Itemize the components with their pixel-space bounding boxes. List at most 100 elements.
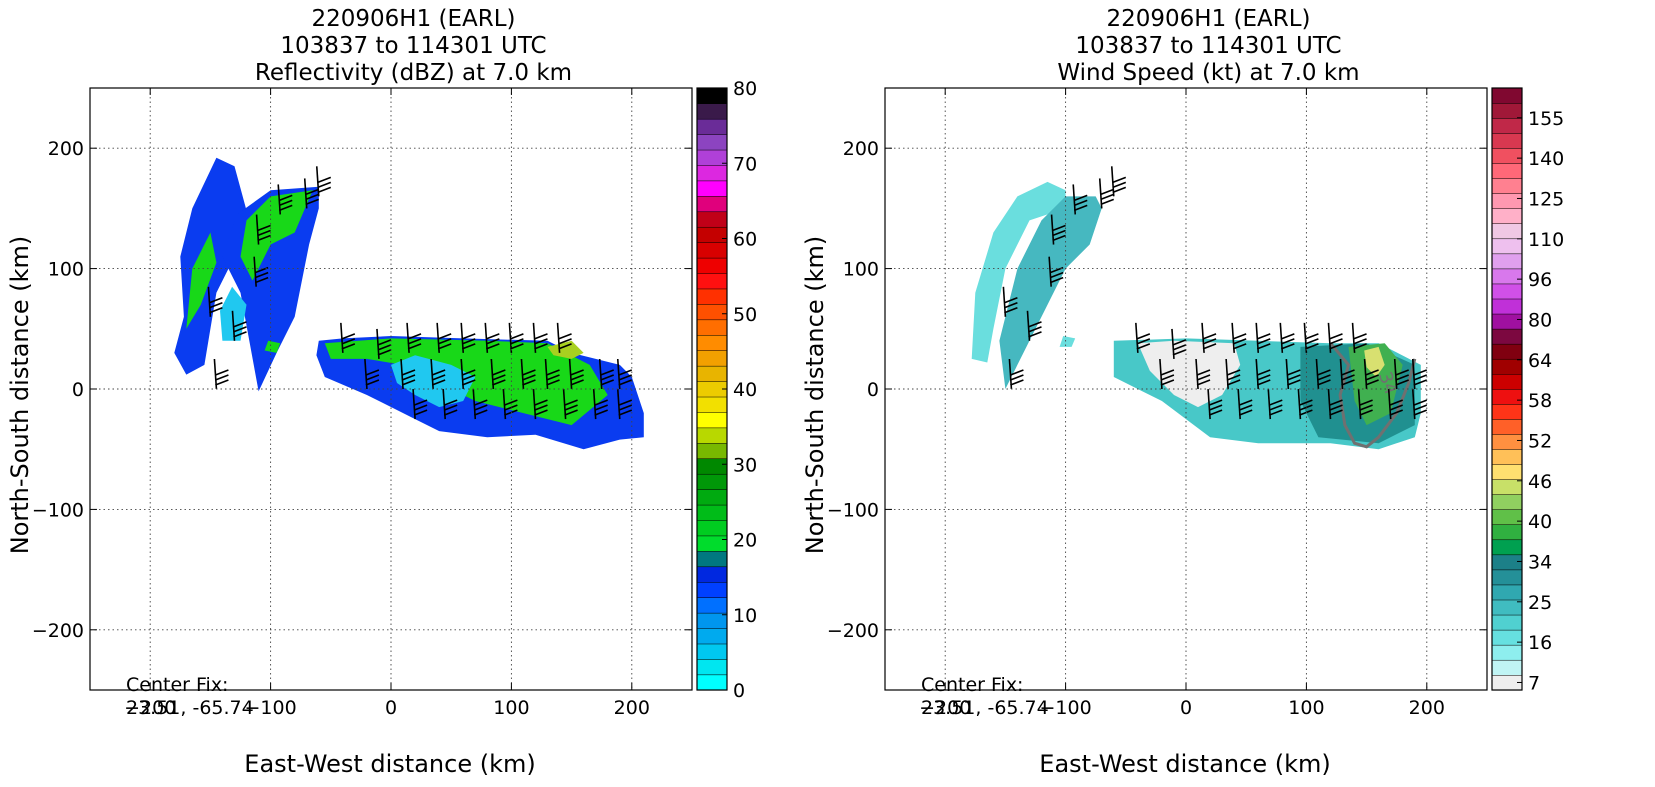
center-fix: Center Fix: 23.51, -65.74 (126, 674, 254, 720)
colorbar-segment (1491, 464, 1523, 480)
colorbar-segment (1491, 388, 1523, 405)
x-tick-label: 0 (1180, 697, 1192, 719)
isolated-cell (1059, 336, 1076, 347)
wind-barb-flag (1238, 404, 1253, 411)
wind-barb-flag (407, 338, 422, 345)
wind-barb-flag (1136, 333, 1151, 340)
wind-barb-flag (473, 409, 488, 416)
wind-barb-flag (570, 379, 584, 386)
nw-band-inner (999, 196, 1102, 389)
wind-barb-flag (1136, 343, 1151, 350)
wind-barb-flag (1004, 297, 1018, 304)
colorbar-segment (696, 350, 728, 367)
wind-barb-flag (1365, 379, 1379, 386)
wind-barb-flag (1238, 409, 1253, 416)
wind-barb-flag (1329, 343, 1343, 350)
wind-barb-flag (257, 234, 271, 242)
wind-barb-flag (1100, 198, 1115, 206)
wind-barb-flag (365, 374, 380, 381)
wind-barb-flag (215, 369, 229, 376)
wind-barb-flag (1202, 343, 1217, 350)
colorbar-segment (1491, 448, 1523, 465)
wind-barb-flag (534, 409, 548, 416)
wind-barb-flag (618, 399, 633, 406)
colorbar-tick-label: 110 (1528, 229, 1564, 251)
wind-barb-flag (1160, 374, 1175, 381)
colorbar-segment (696, 195, 728, 213)
colorbar-segment (1491, 569, 1523, 586)
wind-barb-flag (1395, 369, 1409, 376)
wind-barb-flag (461, 369, 476, 376)
x-tick-label: −100 (1040, 697, 1092, 719)
x-axis-label: East-West distance (km) (244, 750, 536, 778)
colorbar-segment (696, 581, 728, 598)
wind-barb-flag (522, 369, 536, 376)
wind-barb-flag (1341, 369, 1355, 376)
wind-barb-flag (1208, 399, 1223, 406)
colorbar-segment (1491, 539, 1523, 556)
wind-barb-flag (570, 369, 584, 376)
wind-barb-flag (534, 343, 548, 350)
wind-barb-flag (558, 343, 572, 350)
wind-barb-flag (1329, 333, 1343, 340)
colorbar-segment (696, 643, 728, 660)
wind-barb-flag (341, 343, 356, 350)
colorbar-segment (1491, 147, 1523, 164)
colorbar-segment (696, 87, 728, 104)
wind-barb-flag (534, 333, 548, 340)
wind-barb-flag (1196, 379, 1211, 386)
wind-barb-flag (1232, 343, 1247, 350)
wind-barb-flag (534, 399, 548, 406)
wind-barb-flag (377, 349, 392, 356)
wind-barb-flag (1010, 379, 1024, 386)
colorbar-tick-label: 60 (733, 229, 757, 251)
wind-barb-flag (1196, 374, 1211, 381)
wind-barb-flag (594, 399, 608, 406)
x-tick-label: 100 (1288, 697, 1324, 719)
wind-barb-flag (461, 374, 476, 381)
wind-barb-flag (534, 404, 548, 411)
colorbar-tick-label: 40 (1528, 511, 1552, 533)
colorbar-segment (1491, 313, 1523, 330)
wind-barb-flag (1172, 349, 1187, 356)
colorbar-segment (1491, 358, 1523, 375)
wind-barb-flag (443, 409, 458, 416)
wind-barb-flag (209, 297, 223, 304)
colorbar-tick-label: 46 (1528, 471, 1552, 493)
wind-barb-flag (1268, 404, 1283, 411)
wind-barb-flag (1268, 409, 1283, 416)
wind-barb-flag (278, 204, 293, 212)
y-tick-label: 0 (72, 379, 84, 401)
wind-barb-flag (1329, 404, 1343, 411)
colorbar-segment (1491, 644, 1523, 661)
colorbar-tick-label: 40 (733, 379, 757, 401)
colorbar-segment (696, 134, 728, 151)
colorbar-tick-label: 155 (1528, 108, 1564, 130)
wind-barb-flag (437, 343, 452, 350)
colorbar-segment (696, 319, 728, 336)
wind-barb-flag (600, 374, 614, 381)
colorbar-tick-label: 140 (1528, 148, 1564, 170)
colorbar-segment (1491, 479, 1523, 495)
colorbar-tick-label: 16 (1528, 632, 1552, 654)
wind-barb-flag (1112, 181, 1127, 189)
wind-barb-flag (305, 188, 320, 196)
wind-barb-flag (486, 338, 500, 345)
colorbar-segment (1491, 554, 1523, 571)
colorbar-segment (696, 504, 728, 521)
wind-barb-flag (594, 404, 608, 411)
wind-barb-flag (1389, 399, 1403, 406)
wind-barb-flag (1010, 374, 1024, 381)
wind-barb-flag (1202, 338, 1217, 345)
wind-barb-flag (1389, 404, 1403, 411)
colorbar-tick-label: 30 (733, 454, 757, 476)
wind-barb-flag (278, 194, 293, 202)
wind-barb-flag (233, 331, 247, 338)
colorbar-tick-label: 25 (1528, 592, 1552, 614)
colorbar-segment (1491, 298, 1523, 315)
y-tick-label: −100 (827, 499, 879, 521)
colorbar-segment (696, 334, 728, 351)
wind-barb-flag (1287, 369, 1301, 376)
wind-barb-flag (1365, 369, 1379, 376)
wind-barb-flag (254, 276, 269, 284)
